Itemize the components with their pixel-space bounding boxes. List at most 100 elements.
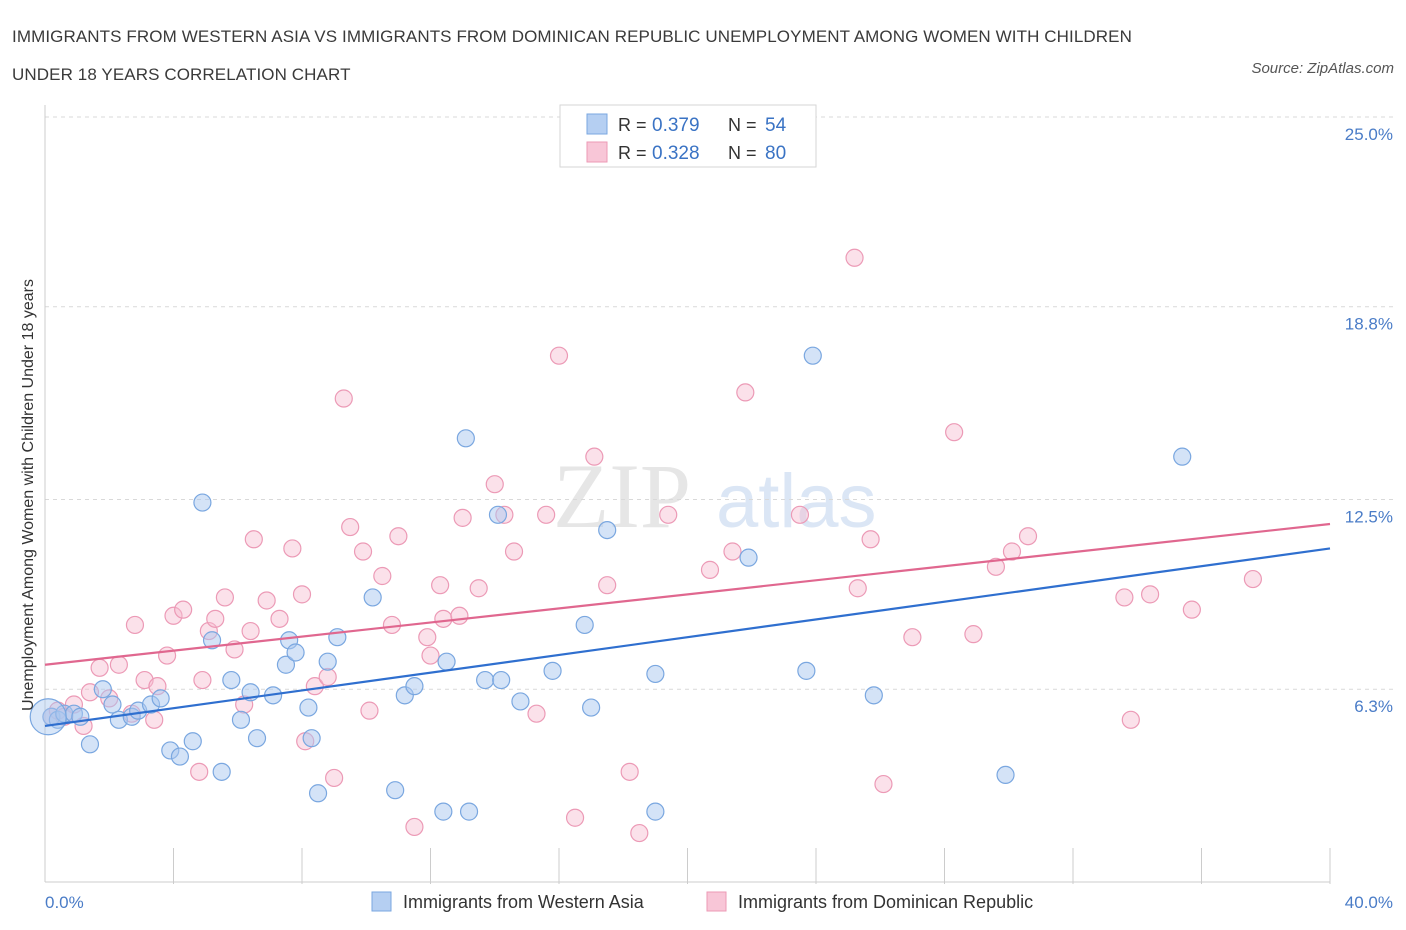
data-point-dominican xyxy=(986,557,1006,576)
data-point-western-asia xyxy=(170,747,190,766)
data-point-western-asia xyxy=(459,802,479,821)
data-point-dominican xyxy=(318,667,337,687)
data-point-western-asia xyxy=(212,762,231,781)
data-point-western-asia xyxy=(511,692,530,711)
data-point-dominican xyxy=(90,658,109,677)
data-point-dominican xyxy=(341,517,360,537)
data-point-dominican xyxy=(565,808,585,827)
data-point-western-asia xyxy=(582,698,601,717)
x-tick-label-min: 0.0% xyxy=(45,893,84,912)
data-point-dominican xyxy=(874,774,893,794)
watermark-zip: ZIP xyxy=(553,445,691,547)
data-point-western-asia xyxy=(797,661,816,680)
legend-swatch-dominican xyxy=(586,141,608,163)
data-point-dominican xyxy=(1115,588,1134,607)
legend-r-value-2: 0.328 xyxy=(652,143,700,164)
data-point-dominican xyxy=(164,606,183,625)
data-point-dominican xyxy=(434,609,453,628)
data-point-western-asia xyxy=(183,732,202,751)
data-point-dominican xyxy=(109,655,128,674)
data-point-dominican xyxy=(964,625,983,644)
legend-n-value-2: 80 xyxy=(765,143,786,164)
data-point-dominican xyxy=(1140,585,1160,604)
data-point-dominican xyxy=(620,762,639,781)
data-point-dominican xyxy=(305,677,324,696)
data-point-cluster xyxy=(29,698,67,736)
data-point-dominican xyxy=(861,530,880,549)
data-point-dominican xyxy=(292,585,312,604)
data-point-western-asia xyxy=(151,689,170,708)
data-point-western-asia xyxy=(488,505,508,524)
y-tick-label: 12.5% xyxy=(1345,508,1393,527)
data-point-western-asia xyxy=(231,710,251,729)
data-point-western-asia xyxy=(302,729,321,748)
data-point-dominican xyxy=(527,704,546,723)
data-point-dominican xyxy=(450,606,469,625)
data-point-dominican xyxy=(790,505,810,524)
data-point-dominican xyxy=(736,383,755,402)
data-point-dominican xyxy=(125,615,145,635)
data-point-dominican xyxy=(504,542,524,561)
data-point-dominican xyxy=(193,670,212,690)
legend-r-label-2: R = xyxy=(618,143,647,163)
data-point-dominican xyxy=(598,576,617,595)
data-point-dominican xyxy=(421,646,440,665)
source-label: Source: ZipAtlas.com xyxy=(1251,60,1394,77)
data-point-western-asia xyxy=(437,652,456,671)
legend-n-value-1: 54 xyxy=(765,115,787,136)
data-point-western-asia xyxy=(598,520,617,540)
data-point-dominican xyxy=(244,530,263,549)
data-point-western-asia xyxy=(202,631,222,650)
trendlines xyxy=(44,522,1331,728)
data-point-dominican xyxy=(431,576,450,595)
data-point-western-asia xyxy=(222,670,241,690)
legend: R = 0.379 N = 54 R = 0.328 N = 80 xyxy=(559,104,817,168)
data-point-western-asia xyxy=(318,652,337,671)
bottom-legend-swatch-western-asia xyxy=(371,891,392,912)
data-point-western-asia xyxy=(363,588,382,607)
bottom-legend: Immigrants from Western Asia Immigrants … xyxy=(371,891,1033,912)
legend-swatch-western-asia xyxy=(586,113,608,135)
data-point-western-asia xyxy=(299,698,318,717)
data-point-dominican xyxy=(845,248,864,267)
data-point-western-asia xyxy=(103,695,122,714)
data-point-dominican xyxy=(903,628,922,647)
data-point-western-asia xyxy=(575,615,594,635)
data-point-dominican xyxy=(848,579,867,598)
data-point-dominican xyxy=(659,505,678,524)
data-point-western-asia xyxy=(286,643,305,662)
trendline-dominican xyxy=(44,522,1331,666)
data-point-dominican xyxy=(945,423,964,442)
data-point-western-asia xyxy=(864,686,883,705)
watermark-atlas: atlas xyxy=(716,459,877,544)
y-axis-title: Unemployment Among Women with Children U… xyxy=(20,279,37,711)
bottom-legend-swatch-dominican xyxy=(706,891,727,912)
data-point-western-asia xyxy=(646,664,665,684)
data-point-western-asia xyxy=(476,670,495,690)
data-point-dominican xyxy=(174,600,193,619)
bottom-legend-label-western-asia: Immigrants from Western Asia xyxy=(403,892,645,912)
data-point-dominican xyxy=(453,508,472,527)
data-point-dominican xyxy=(700,560,720,579)
series-western-asia-points xyxy=(29,346,1192,821)
data-point-western-asia xyxy=(456,429,475,448)
data-point-western-asia xyxy=(308,784,328,803)
legend-r-label-1: R = xyxy=(618,115,647,135)
data-point-western-asia xyxy=(93,680,112,699)
data-point-dominican xyxy=(215,588,234,607)
y-tick-label: 6.3% xyxy=(1354,697,1393,716)
data-point-western-asia xyxy=(996,765,1015,785)
data-point-dominican xyxy=(145,710,164,729)
legend-n-label-1: N = xyxy=(728,115,757,135)
y-tick-label: 18.8% xyxy=(1345,315,1393,334)
data-point-western-asia xyxy=(247,729,267,748)
data-point-dominican xyxy=(630,823,649,843)
data-point-dominican xyxy=(257,591,276,610)
data-point-western-asia xyxy=(405,677,424,696)
data-point-western-asia xyxy=(276,655,296,674)
legend-n-label-2: N = xyxy=(728,143,757,163)
data-point-dominican xyxy=(334,389,353,408)
data-point-dominican xyxy=(723,542,742,561)
data-point-dominican xyxy=(1243,569,1263,589)
